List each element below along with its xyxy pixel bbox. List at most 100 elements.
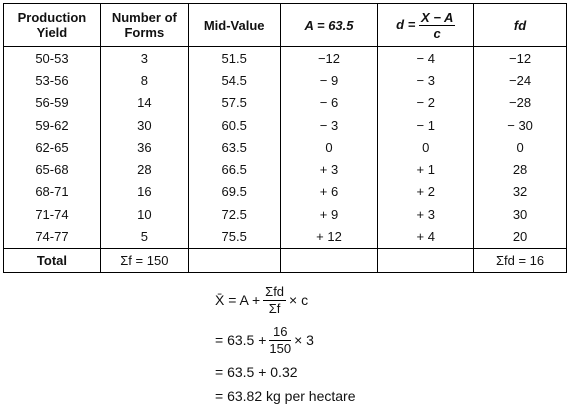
table-row: 68-71 16 69.5 + 6 + 2 32 [3, 180, 567, 204]
table-cell: −12 [279, 46, 379, 70]
table-row: 62-65 36 63.5 0 0 0 [3, 136, 567, 159]
table-cell: 51.5 [187, 46, 281, 70]
numerator: 16 [269, 324, 292, 341]
formula-text: X̄ = A + [215, 292, 261, 308]
table-cell: + 2 [377, 180, 475, 204]
table-cell: + 3 [279, 158, 379, 181]
table-cell: 56-59 [3, 91, 101, 114]
table-cell: 32 [473, 180, 567, 204]
table-cell: 30 [99, 113, 189, 137]
formula-line: = 63.5 + 0.32 [215, 360, 356, 384]
table-cell: 62-65 [3, 136, 101, 159]
table-cell: 54.5 [187, 69, 281, 92]
table-row: 65-68 28 66.5 + 3 + 1 28 [3, 158, 567, 181]
denominator: c [433, 25, 441, 41]
header-cell: A = 63.5 [279, 3, 379, 47]
table-cell: − 30 [473, 113, 567, 137]
table-cell: 53-56 [3, 69, 101, 92]
table-row: 56-59 14 57.5− 6− 2 −28 [3, 91, 567, 114]
table-cell: 20 [473, 225, 567, 249]
table-cell: 5 [99, 225, 189, 249]
table-cell: − 2 [377, 91, 475, 114]
table-cell: 28 [473, 158, 567, 181]
header-prefix: d = [396, 16, 416, 32]
header-cell: Number of Forms [99, 3, 189, 47]
table-cell: −12 [473, 46, 567, 70]
table-cell: 28 [99, 158, 189, 181]
header-cell: fd [473, 3, 567, 47]
table-cell: 57.5 [187, 91, 281, 114]
table-cell: 3 [99, 46, 189, 70]
table-cell: − 4 [377, 46, 475, 70]
table-cell: − 9 [279, 69, 379, 92]
table-cell: 66.5 [187, 158, 281, 181]
frequency-table: Production Yield Number of Forms Mid-Value… [3, 3, 567, 273]
formula-text: = 63.5 + [215, 332, 267, 348]
table-cell: 36 [99, 136, 189, 159]
sum-f: Σf = 150 [99, 247, 189, 273]
table-cell: − 1 [377, 113, 475, 137]
table-cell: + 3 [377, 203, 475, 226]
table-cell: 0 [279, 136, 379, 159]
table-cell: 69.5 [187, 180, 281, 204]
table-cell: 75.5 [187, 225, 281, 249]
table-cell: 10 [99, 203, 189, 226]
formula-text: = 63.5 + 0.32 [215, 364, 298, 380]
table-cell: 30 [473, 203, 567, 226]
header-row: Production Yield Number of Forms Mid-Value… [3, 3, 567, 47]
empty-cell [187, 247, 281, 273]
formula-line: = 63.5 + 16 150 × 3 [215, 320, 356, 360]
table-cell: 63.5 [187, 136, 281, 159]
formula-text: × 3 [294, 332, 314, 348]
table-cell: 0 [377, 136, 475, 159]
table-cell: 71-74 [3, 203, 101, 226]
table-cell: + 4 [377, 225, 475, 249]
formula-line: X̄ = A + Σfd Σf × c [215, 280, 356, 320]
table-row: 53-56 8 54.5− 9− 3 −24 [3, 69, 567, 92]
total-label: Total [3, 247, 101, 273]
header-cell: Mid-Value [187, 3, 281, 47]
formula: X̄ = A + Σfd Σf × c = 63.5 + 16 150 × 3 = … [215, 280, 356, 408]
denominator: Σf [268, 300, 281, 316]
numerator: X − A [418, 9, 456, 26]
table-cell: − 3 [279, 113, 379, 137]
empty-cell [279, 247, 379, 273]
table-cell: − 3 [377, 69, 475, 92]
table-cell: 59-62 [3, 113, 101, 137]
table-body: 50-53 3 51.5 −12− 4 −12 53-56 8 54.5− 9− 3 −24 56… [3, 46, 567, 249]
table-cell: −24 [473, 69, 567, 92]
table-row: 71-74 10 72.5 + 9 + 3 30 [3, 203, 567, 226]
table-cell: 8 [99, 69, 189, 92]
empty-cell [377, 247, 475, 273]
table-cell: + 9 [279, 203, 379, 226]
table-cell: + 6 [279, 180, 379, 204]
table-cell: 60.5 [187, 113, 281, 137]
sum-fd: Σfd = 16 [473, 247, 567, 273]
total-row: Total Σf = 150 Σfd = 16 [3, 247, 567, 273]
table-cell: 16 [99, 180, 189, 204]
table-cell: 74-77 [3, 225, 101, 249]
numerator: Σfd [263, 283, 287, 301]
formula-text: × c [289, 292, 309, 308]
table-cell: 72.5 [187, 203, 281, 226]
denominator: 150 [269, 340, 292, 356]
fraction: Σfd Σf [263, 283, 287, 317]
table-row: 74-77 5 75.5 + 12 + 4 20 [3, 225, 567, 249]
formula-line: = 63.82 kg per hectare [215, 384, 356, 408]
table-cell: + 12 [279, 225, 379, 249]
table-cell: − 6 [279, 91, 379, 114]
table-cell: 50-53 [3, 46, 101, 70]
table-cell: + 1 [377, 158, 475, 181]
table-row: 59-62 30 60.5− 3− 1− 30 [3, 113, 567, 137]
table-row: 50-53 3 51.5 −12− 4 −12 [3, 46, 567, 70]
table-cell: 65-68 [3, 158, 101, 181]
header-cell: Production Yield [3, 3, 101, 47]
table-cell: 0 [473, 136, 567, 159]
table-cell: 68-71 [3, 180, 101, 204]
formula-text: = 63.82 kg per hectare [215, 388, 356, 404]
fraction: 16 150 [269, 324, 292, 357]
table-cell: −28 [473, 91, 567, 114]
table-cell: 14 [99, 91, 189, 114]
